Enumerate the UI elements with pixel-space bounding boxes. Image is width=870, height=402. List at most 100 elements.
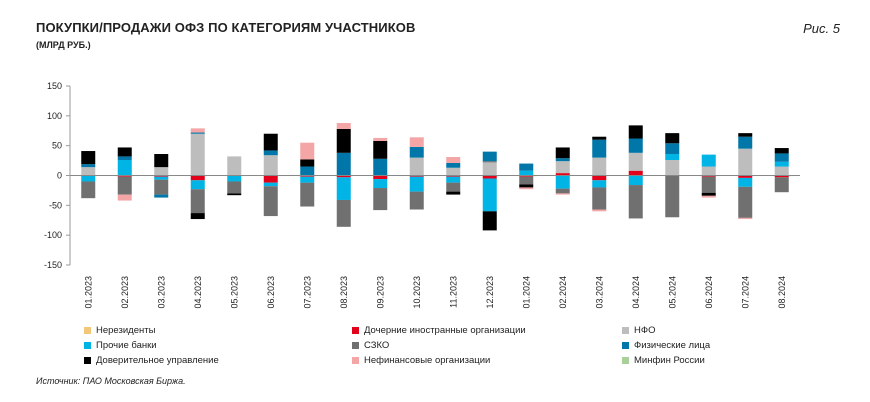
bar-segment-szko <box>117 176 132 195</box>
bar-segment-nonfinancial <box>300 142 315 160</box>
bar-segment-nfo <box>154 167 169 176</box>
bar-segment-nfo <box>446 167 461 176</box>
bar-segment-foreign_subsidiaries <box>117 175 132 177</box>
bar-segment-other_banks <box>263 182 278 187</box>
bar-segment-individuals <box>409 146 424 158</box>
bar-segment-foreign_subsidiaries <box>628 170 643 176</box>
bar-segment-foreign_subsidiaries <box>482 175 497 179</box>
bar-segment-individuals <box>263 150 278 156</box>
x-tick-label: 02.2023 <box>120 276 130 309</box>
x-tick-label: 07.2024 <box>740 276 750 309</box>
bar-segment-nfo <box>628 152 643 171</box>
bar-segment-other_banks <box>81 175 96 182</box>
bar-segment-trust_management <box>555 147 570 159</box>
legend-item-trust_management: Доверительное управление <box>84 355 219 366</box>
bar-segment-nfo <box>774 166 789 176</box>
stacked-bar-chart: 150 100 50 0 -50 -100 -150 01.2023 02.2023 03.202… <box>44 81 800 309</box>
bar-segment-nonfinancial <box>738 217 753 220</box>
bar-segment-szko <box>738 186 753 218</box>
legend-swatch <box>622 342 629 349</box>
bar-segment-other_banks <box>555 175 570 189</box>
legend-item-minfin: Минфин России <box>622 355 705 366</box>
legend-label: Прочие банки <box>96 340 157 351</box>
bar-segment-nonfinancial <box>409 137 424 147</box>
bar-segment-trust_management <box>190 213 205 220</box>
x-tick-label: 04.2023 <box>193 276 203 309</box>
bar-segment-trust_management <box>373 140 388 159</box>
x-tick-label: 12.2023 <box>485 276 495 309</box>
bar-segment-individuals <box>373 158 388 176</box>
bar-segment-nfo <box>227 156 242 176</box>
bar-segment-szko <box>519 176 534 185</box>
bar-segment-nfo <box>263 155 278 176</box>
bar-segment-individuals <box>774 153 789 162</box>
bar-segment-individuals <box>336 152 351 176</box>
bar-segment-other_banks <box>665 154 680 160</box>
bar-segment-other_banks <box>300 176 315 183</box>
bar-segment-szko <box>592 187 607 210</box>
bar-segment-individuals <box>446 162 461 168</box>
bar-segment-other_banks <box>446 176 461 183</box>
bar-segment-szko <box>774 177 789 193</box>
legend-label: СЗКО <box>364 340 390 351</box>
bar-segment-individuals <box>628 138 643 153</box>
bar-segment-foreign_subsidiaries <box>519 175 534 177</box>
bar-segment-trust_management <box>738 133 753 137</box>
bar-segment-trust_management <box>263 133 278 151</box>
bar-segment-individuals <box>738 136 753 149</box>
bar-segment-foreign_subsidiaries <box>592 175 607 181</box>
bar-segment-nonfinancial <box>190 128 205 133</box>
bar-segment-szko <box>154 179 169 195</box>
bar-segment-nonfinancial <box>701 195 716 198</box>
source-note: Источник: ПАО Московская Биржа. <box>36 376 186 386</box>
bar-segment-szko <box>446 182 461 192</box>
bar-segment-nonfinancial <box>373 137 388 141</box>
bar-segment-trust_management <box>81 151 96 165</box>
bar-segment-szko <box>628 185 643 219</box>
x-tick-label: 07.2023 <box>302 276 312 309</box>
bar-segment-foreign_subsidiaries <box>373 175 388 180</box>
bar-segment-foreign_subsidiaries <box>555 173 570 176</box>
bar-segment-trust_management <box>665 133 680 144</box>
bar-segment-nonfinancial <box>446 157 461 163</box>
bar-segment-nonfinancial <box>555 193 570 195</box>
bar-segment-nfo <box>81 167 96 176</box>
bar-segment-foreign_subsidiaries <box>154 175 169 177</box>
bar-segment-individuals <box>117 156 132 160</box>
bar-segment-other_banks <box>117 159 132 176</box>
bar-segment-other_banks <box>628 175 643 186</box>
bar-segment-szko <box>263 186 278 217</box>
bar-segment-individuals <box>190 132 205 134</box>
x-tick-label: 05.2024 <box>667 276 677 309</box>
y-tick-label: -100 <box>44 230 62 240</box>
bar-segment-trust_management <box>592 136 607 140</box>
x-tick-label: 01.2024 <box>521 276 531 309</box>
x-tick-label: 11.2023 <box>448 276 458 308</box>
bar-segment-nfo <box>665 159 680 176</box>
bar-segment-trust_management <box>774 148 789 154</box>
y-tick-label: 0 <box>57 171 62 181</box>
bar-segment-trust_management <box>701 192 716 196</box>
legend-swatch <box>352 342 359 349</box>
bar-segment-foreign_subsidiaries <box>701 175 716 177</box>
bar-segment-nonfinancial <box>117 194 132 201</box>
bar-segment-other_banks <box>482 178 497 212</box>
bar-segment-other_banks <box>336 177 351 200</box>
x-tick-label: 09.2023 <box>375 276 385 309</box>
bar-segment-szko <box>300 182 315 207</box>
x-tick-label: 05.2023 <box>229 276 239 309</box>
bar-segment-szko <box>190 189 205 214</box>
bar-segment-individuals <box>665 143 680 155</box>
bar-segment-other_banks <box>227 175 242 182</box>
x-tick-label: 08.2024 <box>777 276 787 309</box>
bar-segment-szko <box>373 188 388 211</box>
bar-segment-foreign_subsidiaries <box>300 175 315 177</box>
y-tick-label: 50 <box>52 141 62 151</box>
legend-swatch <box>84 342 91 349</box>
bar-segment-trust_management <box>227 193 242 196</box>
x-tick-label: 08.2023 <box>339 276 349 309</box>
bar-segment-szko <box>665 175 680 218</box>
legend-item-individuals: Физические лица <box>622 340 710 351</box>
bar-segment-individuals <box>81 164 96 168</box>
bar-segment-other_banks <box>373 179 388 189</box>
